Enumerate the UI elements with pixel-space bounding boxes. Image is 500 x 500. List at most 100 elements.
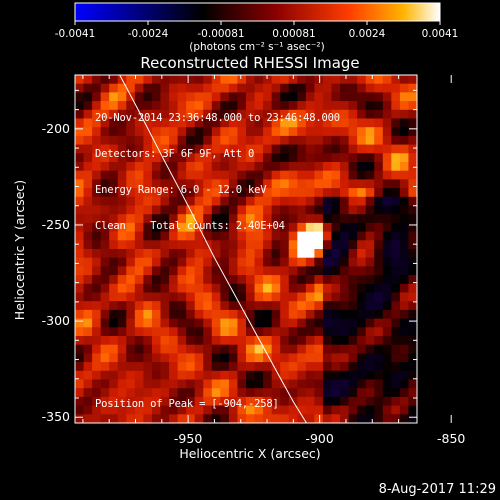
- heatmap-cell: [314, 83, 324, 93]
- heatmap-cell: [186, 275, 196, 285]
- heatmap-cell: [186, 283, 196, 294]
- heatmap-cell: [348, 92, 358, 102]
- heatmap-cell: [288, 196, 298, 207]
- heatmap-cell: [365, 370, 375, 381]
- heatmap-cell: [117, 188, 127, 198]
- heatmap-cell: [220, 240, 230, 250]
- heatmap-cell: [134, 240, 144, 250]
- heatmap-cell: [160, 362, 170, 372]
- colorbar-tick-label: -0.00081: [197, 28, 244, 40]
- heatmap-cell: [177, 336, 187, 346]
- heatmap-cell: [382, 240, 392, 250]
- heatmap-cell: [177, 118, 187, 128]
- heatmap-cell: [331, 405, 341, 415]
- heatmap-cell: [365, 283, 375, 294]
- heatmap-cell: [280, 83, 290, 93]
- heatmap-cell: [391, 109, 401, 120]
- heatmap-cell: [83, 275, 93, 285]
- heatmap-cell: [297, 196, 307, 207]
- heatmap-cell: [203, 75, 213, 85]
- heatmap-cell: [348, 249, 358, 259]
- heatmap-cell: [100, 92, 110, 102]
- heatmap-cell: [348, 405, 358, 415]
- heatmap-cell: [382, 266, 392, 276]
- heatmap-cell: [365, 344, 375, 354]
- heatmap-cell: [228, 257, 239, 267]
- heatmap-cell: [271, 301, 281, 311]
- heatmap-cell: [220, 370, 230, 381]
- heatmap-cell: [288, 135, 298, 146]
- heatmap-cell: [399, 196, 410, 207]
- heatmap-cell: [246, 405, 256, 415]
- heatmap-cell: [408, 101, 417, 111]
- heatmap-cell: [186, 353, 196, 363]
- heatmap-cell: [271, 405, 281, 415]
- heatmap-cell: [134, 153, 144, 163]
- heatmap-cell: [169, 257, 179, 267]
- heatmap-cell: [143, 127, 153, 137]
- heatmap-cell: [100, 388, 110, 398]
- heatmap-cell: [83, 179, 93, 189]
- heatmap-cell: [348, 275, 358, 285]
- heatmap-cell: [271, 283, 281, 294]
- heatmap-cell: [408, 309, 417, 320]
- heatmap-cell: [246, 162, 256, 172]
- heatmap-cell: [399, 127, 410, 137]
- heatmap-cell: [109, 396, 119, 407]
- heatmap-cell: [322, 327, 333, 337]
- x-tick-label: -900: [305, 431, 333, 446]
- heatmap-cell: [203, 196, 213, 207]
- heatmap-cell: [143, 396, 153, 407]
- heatmap-cell: [280, 362, 290, 372]
- heatmap-cell: [194, 344, 204, 354]
- heatmap-cell: [263, 170, 273, 180]
- heatmap-cell: [143, 196, 153, 207]
- heatmap-cell: [83, 405, 93, 415]
- heatmap-cell: [399, 283, 410, 294]
- heatmap-cell: [314, 318, 324, 328]
- heatmap-cell: [357, 283, 367, 294]
- heatmap-cell: [237, 170, 247, 180]
- heatmap-cell: [374, 414, 384, 423]
- heatmap-cell: [314, 275, 324, 285]
- heatmap-cell: [100, 83, 110, 93]
- heatmap-cell: [117, 336, 127, 346]
- heatmap-cell: [374, 388, 384, 398]
- heatmap-cell: [305, 153, 315, 163]
- heatmap-cell: [263, 214, 273, 224]
- heatmap-cell: [246, 179, 256, 189]
- heatmap-cell: [220, 292, 230, 302]
- colorbar-tick-label: 0.0041: [422, 28, 459, 40]
- heatmap-cell: [109, 127, 119, 137]
- heatmap-cell: [126, 144, 136, 154]
- heatmap-cell: [365, 188, 375, 198]
- heatmap-cell: [75, 318, 85, 328]
- heatmap-cell: [263, 92, 273, 102]
- heatmap-cell: [382, 275, 392, 285]
- heatmap-cell: [314, 222, 324, 233]
- heatmap-cell: [143, 144, 153, 154]
- heatmap-cell: [391, 292, 401, 302]
- heatmap-cell: [357, 144, 367, 154]
- heatmap-cell: [382, 301, 392, 311]
- heatmap-cell: [365, 292, 375, 302]
- heatmap-cell: [263, 292, 273, 302]
- heatmap-cell: [263, 249, 273, 259]
- heatmap-cell: [220, 162, 230, 172]
- heatmap-cell: [194, 388, 204, 398]
- heatmap-cell: [177, 75, 187, 85]
- heatmap-cell: [374, 309, 384, 320]
- heatmap-cell: [83, 214, 93, 224]
- heatmap-cell: [186, 214, 196, 224]
- heatmap-cell: [280, 240, 290, 250]
- heatmap-cell: [305, 135, 315, 146]
- heatmap-cell: [297, 283, 307, 294]
- heatmap-cell: [177, 83, 187, 93]
- heatmap-cell: [391, 257, 401, 267]
- heatmap-cell: [408, 327, 417, 337]
- heatmap-cell: [391, 179, 401, 189]
- heatmap-cell: [280, 170, 290, 180]
- heatmap-cell: [220, 222, 230, 233]
- heatmap-cell: [109, 240, 119, 250]
- y-tick-label: -200: [42, 121, 70, 136]
